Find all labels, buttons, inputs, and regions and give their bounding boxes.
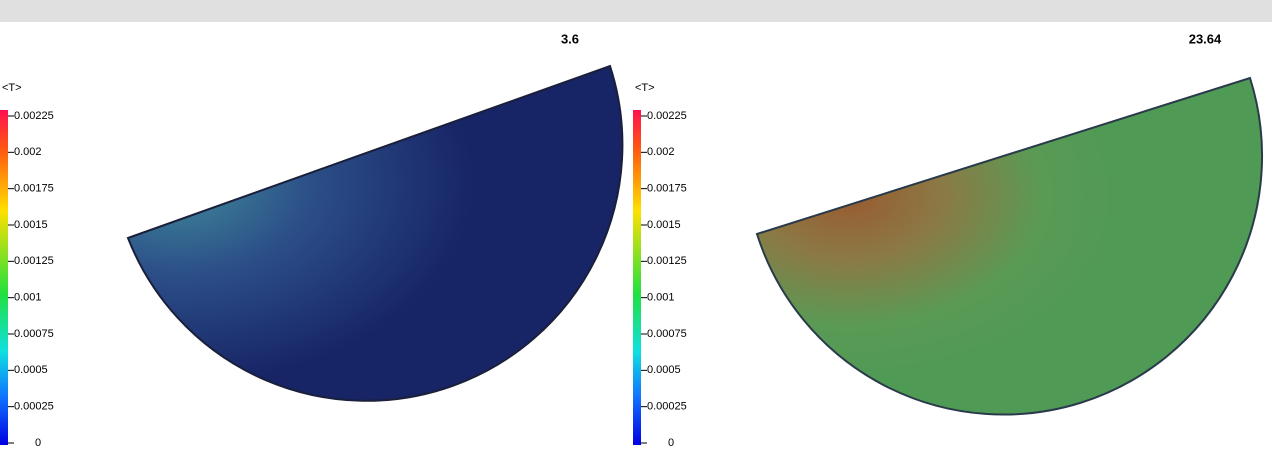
time-label: 23.64 bbox=[1189, 31, 1222, 46]
tick-label: 0 bbox=[35, 437, 41, 449]
tick-label: 0.00125 bbox=[14, 255, 54, 267]
tick-label: 0 bbox=[668, 437, 674, 449]
tick-label: 0.00175 bbox=[14, 183, 54, 195]
colorbar bbox=[633, 110, 641, 445]
tick-label: 0.0015 bbox=[647, 219, 681, 231]
tick-label: 0.00175 bbox=[647, 183, 687, 195]
tick-label: 0.00075 bbox=[14, 328, 54, 340]
tick-label: 0.0005 bbox=[14, 364, 48, 376]
toolbar bbox=[0, 0, 1272, 22]
page: 3.6 <T> 0.00225 0.002 0.00175 0.0015 0.00125 0.… bbox=[0, 0, 1272, 452]
tick-label: 0.00025 bbox=[647, 401, 687, 413]
legend-title: <T> bbox=[635, 82, 655, 94]
tick-label: 0.00225 bbox=[647, 110, 687, 122]
particle-bed bbox=[128, 66, 622, 401]
tick-label: 0.0015 bbox=[14, 219, 48, 231]
tick-label: 0.001 bbox=[14, 292, 42, 304]
colorbar bbox=[0, 110, 8, 445]
tick-label: 0.00075 bbox=[647, 328, 687, 340]
particle-bed bbox=[757, 78, 1262, 415]
tick-label: 0.001 bbox=[647, 292, 675, 304]
tick-label: 0.00225 bbox=[14, 110, 54, 122]
viewer: 3.6 <T> 0.00225 0.002 0.00175 0.0015 0.00125 0.… bbox=[0, 0, 1272, 452]
tick-label: 0.002 bbox=[647, 146, 675, 158]
legend-title: <T> bbox=[2, 82, 22, 94]
tick-label: 0.0005 bbox=[647, 364, 681, 376]
tick-label: 0.002 bbox=[14, 146, 42, 158]
tick-label: 0.00125 bbox=[647, 255, 687, 267]
tick-label: 0.00025 bbox=[14, 401, 54, 413]
time-label: 3.6 bbox=[561, 31, 579, 46]
